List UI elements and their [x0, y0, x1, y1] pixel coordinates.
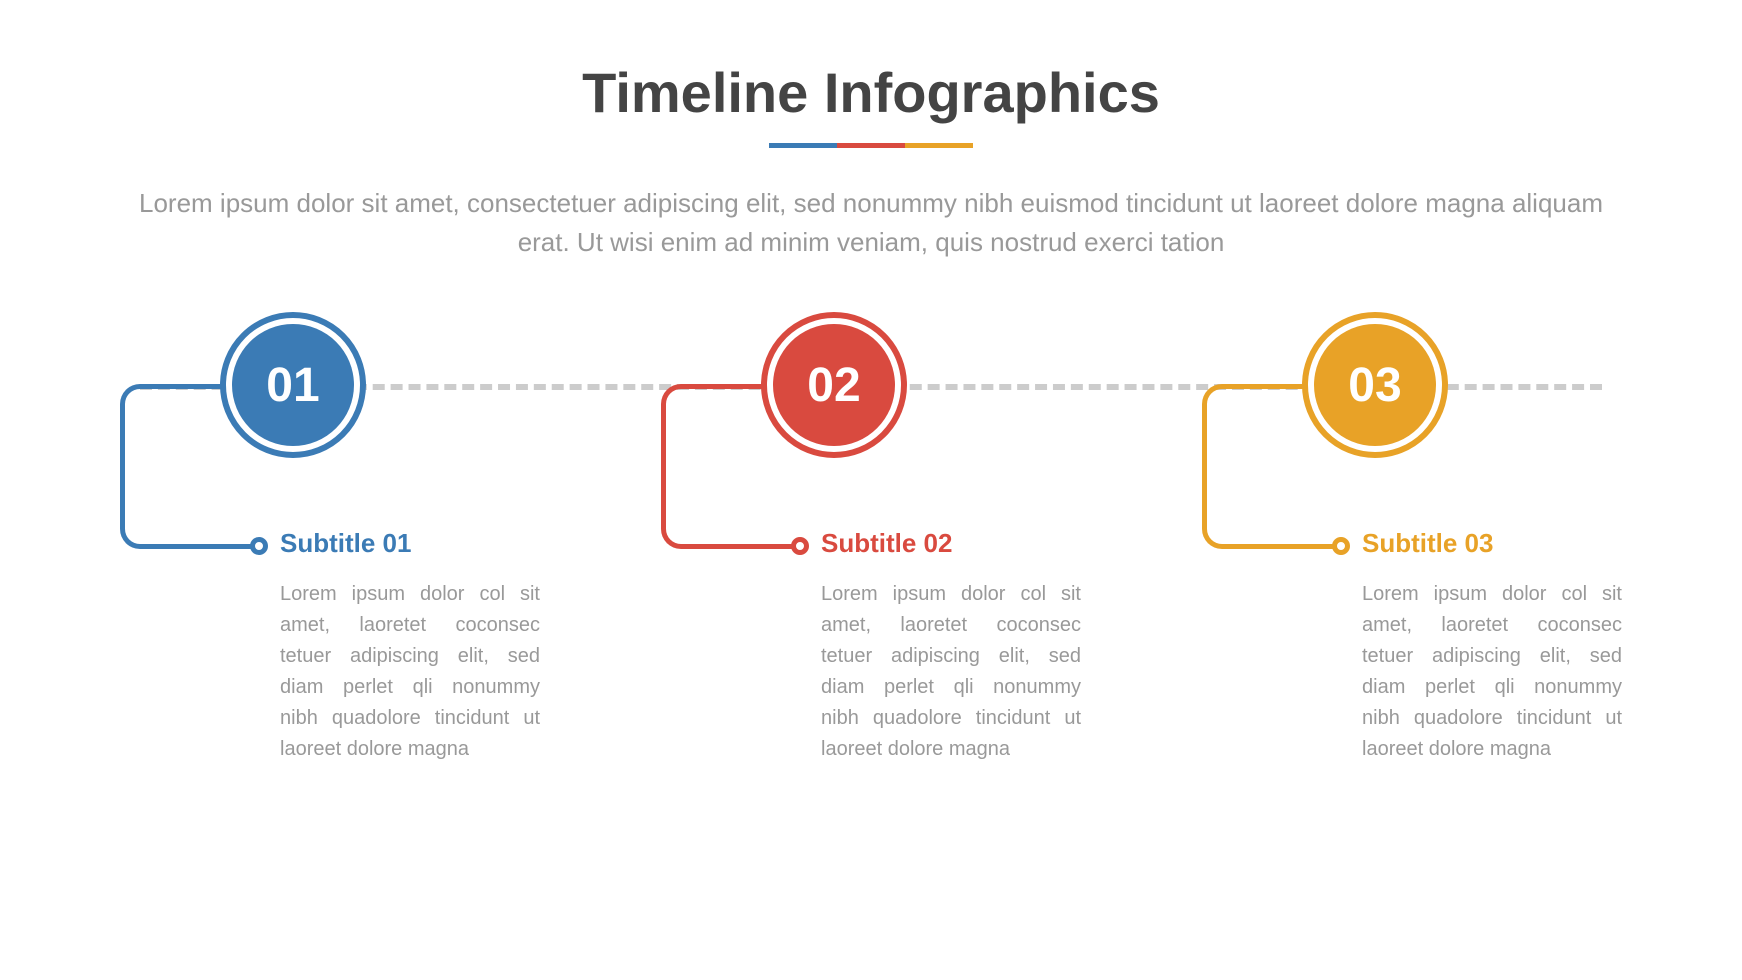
step-number-1: 01 [266, 358, 319, 413]
timeline-container: 01 Subtitle 01 Lorem ipsum dolor col sit… [120, 312, 1622, 812]
step-body-3: Lorem ipsum dolor col sit amet, laoretet… [1362, 579, 1622, 765]
step-circle-inner-2: 02 [773, 324, 895, 446]
step-circle-outer-2: 02 [761, 312, 907, 458]
main-title: Timeline Infographics [120, 60, 1622, 125]
timeline-steps: 01 Subtitle 01 Lorem ipsum dolor col sit… [120, 312, 1622, 765]
step-subtitle-2: Subtitle 02 [821, 528, 1081, 559]
step-number-2: 02 [807, 358, 860, 413]
step-subtitle-3: Subtitle 03 [1362, 528, 1622, 559]
underline-segment-1 [769, 143, 837, 148]
step-circle-inner-3: 03 [1314, 324, 1436, 446]
timeline-step-3: 03 Subtitle 03 Lorem ipsum dolor col sit… [1202, 312, 1622, 765]
step-circle-inner-1: 01 [232, 324, 354, 446]
step-connector-dot-3 [1332, 537, 1350, 555]
title-underline [120, 143, 1622, 148]
step-content-3: Subtitle 03 Lorem ipsum dolor col sit am… [1362, 528, 1622, 765]
underline-segment-3 [905, 143, 973, 148]
step-content-2: Subtitle 02 Lorem ipsum dolor col sit am… [821, 528, 1081, 765]
header-description: Lorem ipsum dolor sit amet, consectetuer… [131, 184, 1611, 262]
step-circle-wrapper-2: 02 [761, 312, 1081, 458]
step-body-1: Lorem ipsum dolor col sit amet, laoretet… [280, 579, 540, 765]
timeline-step-1: 01 Subtitle 01 Lorem ipsum dolor col sit… [120, 312, 540, 765]
step-circle-outer-1: 01 [220, 312, 366, 458]
step-number-3: 03 [1348, 358, 1401, 413]
underline-segment-2 [837, 143, 905, 148]
step-connector-dot-1 [250, 537, 268, 555]
step-circle-wrapper-1: 01 [220, 312, 540, 458]
step-body-2: Lorem ipsum dolor col sit amet, laoretet… [821, 579, 1081, 765]
step-circle-wrapper-3: 03 [1302, 312, 1622, 458]
step-circle-outer-3: 03 [1302, 312, 1448, 458]
step-connector-dot-2 [791, 537, 809, 555]
step-subtitle-1: Subtitle 01 [280, 528, 540, 559]
header: Timeline Infographics Lorem ipsum dolor … [120, 60, 1622, 262]
step-content-1: Subtitle 01 Lorem ipsum dolor col sit am… [280, 528, 540, 765]
timeline-step-2: 02 Subtitle 02 Lorem ipsum dolor col sit… [661, 312, 1081, 765]
